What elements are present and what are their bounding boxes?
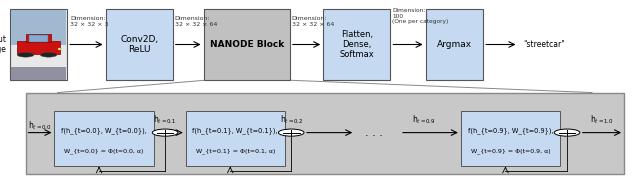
FancyBboxPatch shape (58, 48, 61, 50)
Text: W_{t=0.9} = Φ(t=0.9, α): W_{t=0.9} = Φ(t=0.9, α) (470, 148, 550, 154)
Text: h$_{t=0.9}$: h$_{t=0.9}$ (413, 114, 436, 126)
Text: f(h_{t=0.0}, W_{t=0.0}),: f(h_{t=0.0}, W_{t=0.0}), (61, 127, 147, 134)
FancyBboxPatch shape (204, 9, 290, 80)
Text: h$_{t=0.2}$: h$_{t=0.2}$ (280, 114, 303, 126)
FancyBboxPatch shape (106, 9, 173, 80)
Text: Dimension:
32 × 32 × 64: Dimension: 32 × 32 × 64 (175, 16, 217, 27)
Text: Input
Image: Input Image (0, 35, 6, 54)
Text: Conv2D,
ReLU: Conv2D, ReLU (120, 35, 158, 54)
Text: W_{t=0.1} = Φ(t=0.1, α): W_{t=0.1} = Φ(t=0.1, α) (195, 148, 275, 154)
FancyBboxPatch shape (11, 67, 66, 80)
Text: Argmax: Argmax (437, 40, 472, 49)
Text: f(h_{t=0.1}, W_{t=0.1}),: f(h_{t=0.1}, W_{t=0.1}), (193, 127, 278, 134)
Text: h$_{t=0.0}$: h$_{t=0.0}$ (28, 119, 52, 132)
FancyBboxPatch shape (186, 111, 285, 166)
Text: Dimension:
32 × 32 × 3: Dimension: 32 × 32 × 3 (70, 16, 109, 27)
Text: W_{t=0.0} = Φ(t=0.0, α): W_{t=0.0} = Φ(t=0.0, α) (64, 148, 144, 154)
FancyBboxPatch shape (11, 10, 66, 44)
FancyBboxPatch shape (29, 35, 48, 42)
Circle shape (152, 129, 178, 136)
Text: Dimension:
100
(One per category): Dimension: 100 (One per category) (392, 8, 449, 24)
Text: Flatten,
Dense,
Softmax: Flatten, Dense, Softmax (339, 30, 374, 59)
Text: . . .: . . . (365, 128, 383, 138)
Circle shape (17, 53, 34, 57)
Text: h$_{t=1.0}$: h$_{t=1.0}$ (589, 114, 614, 126)
FancyBboxPatch shape (323, 9, 390, 80)
Text: "streetcar": "streetcar" (523, 40, 564, 49)
Text: NANODE Block: NANODE Block (209, 40, 284, 49)
FancyBboxPatch shape (10, 9, 67, 80)
Circle shape (40, 53, 57, 57)
Circle shape (278, 129, 304, 136)
FancyBboxPatch shape (54, 111, 154, 166)
FancyBboxPatch shape (26, 93, 624, 174)
Circle shape (554, 129, 580, 136)
FancyBboxPatch shape (426, 9, 483, 80)
FancyBboxPatch shape (17, 41, 60, 54)
Text: h$_{t=0.1}$: h$_{t=0.1}$ (153, 114, 176, 126)
Text: f(h_{t=0.9}, W_{t=0.9}),: f(h_{t=0.9}, W_{t=0.9}), (468, 127, 553, 134)
FancyBboxPatch shape (461, 111, 560, 166)
FancyBboxPatch shape (26, 34, 51, 42)
Text: Dimension:
32 × 32 × 64: Dimension: 32 × 32 × 64 (292, 16, 334, 27)
